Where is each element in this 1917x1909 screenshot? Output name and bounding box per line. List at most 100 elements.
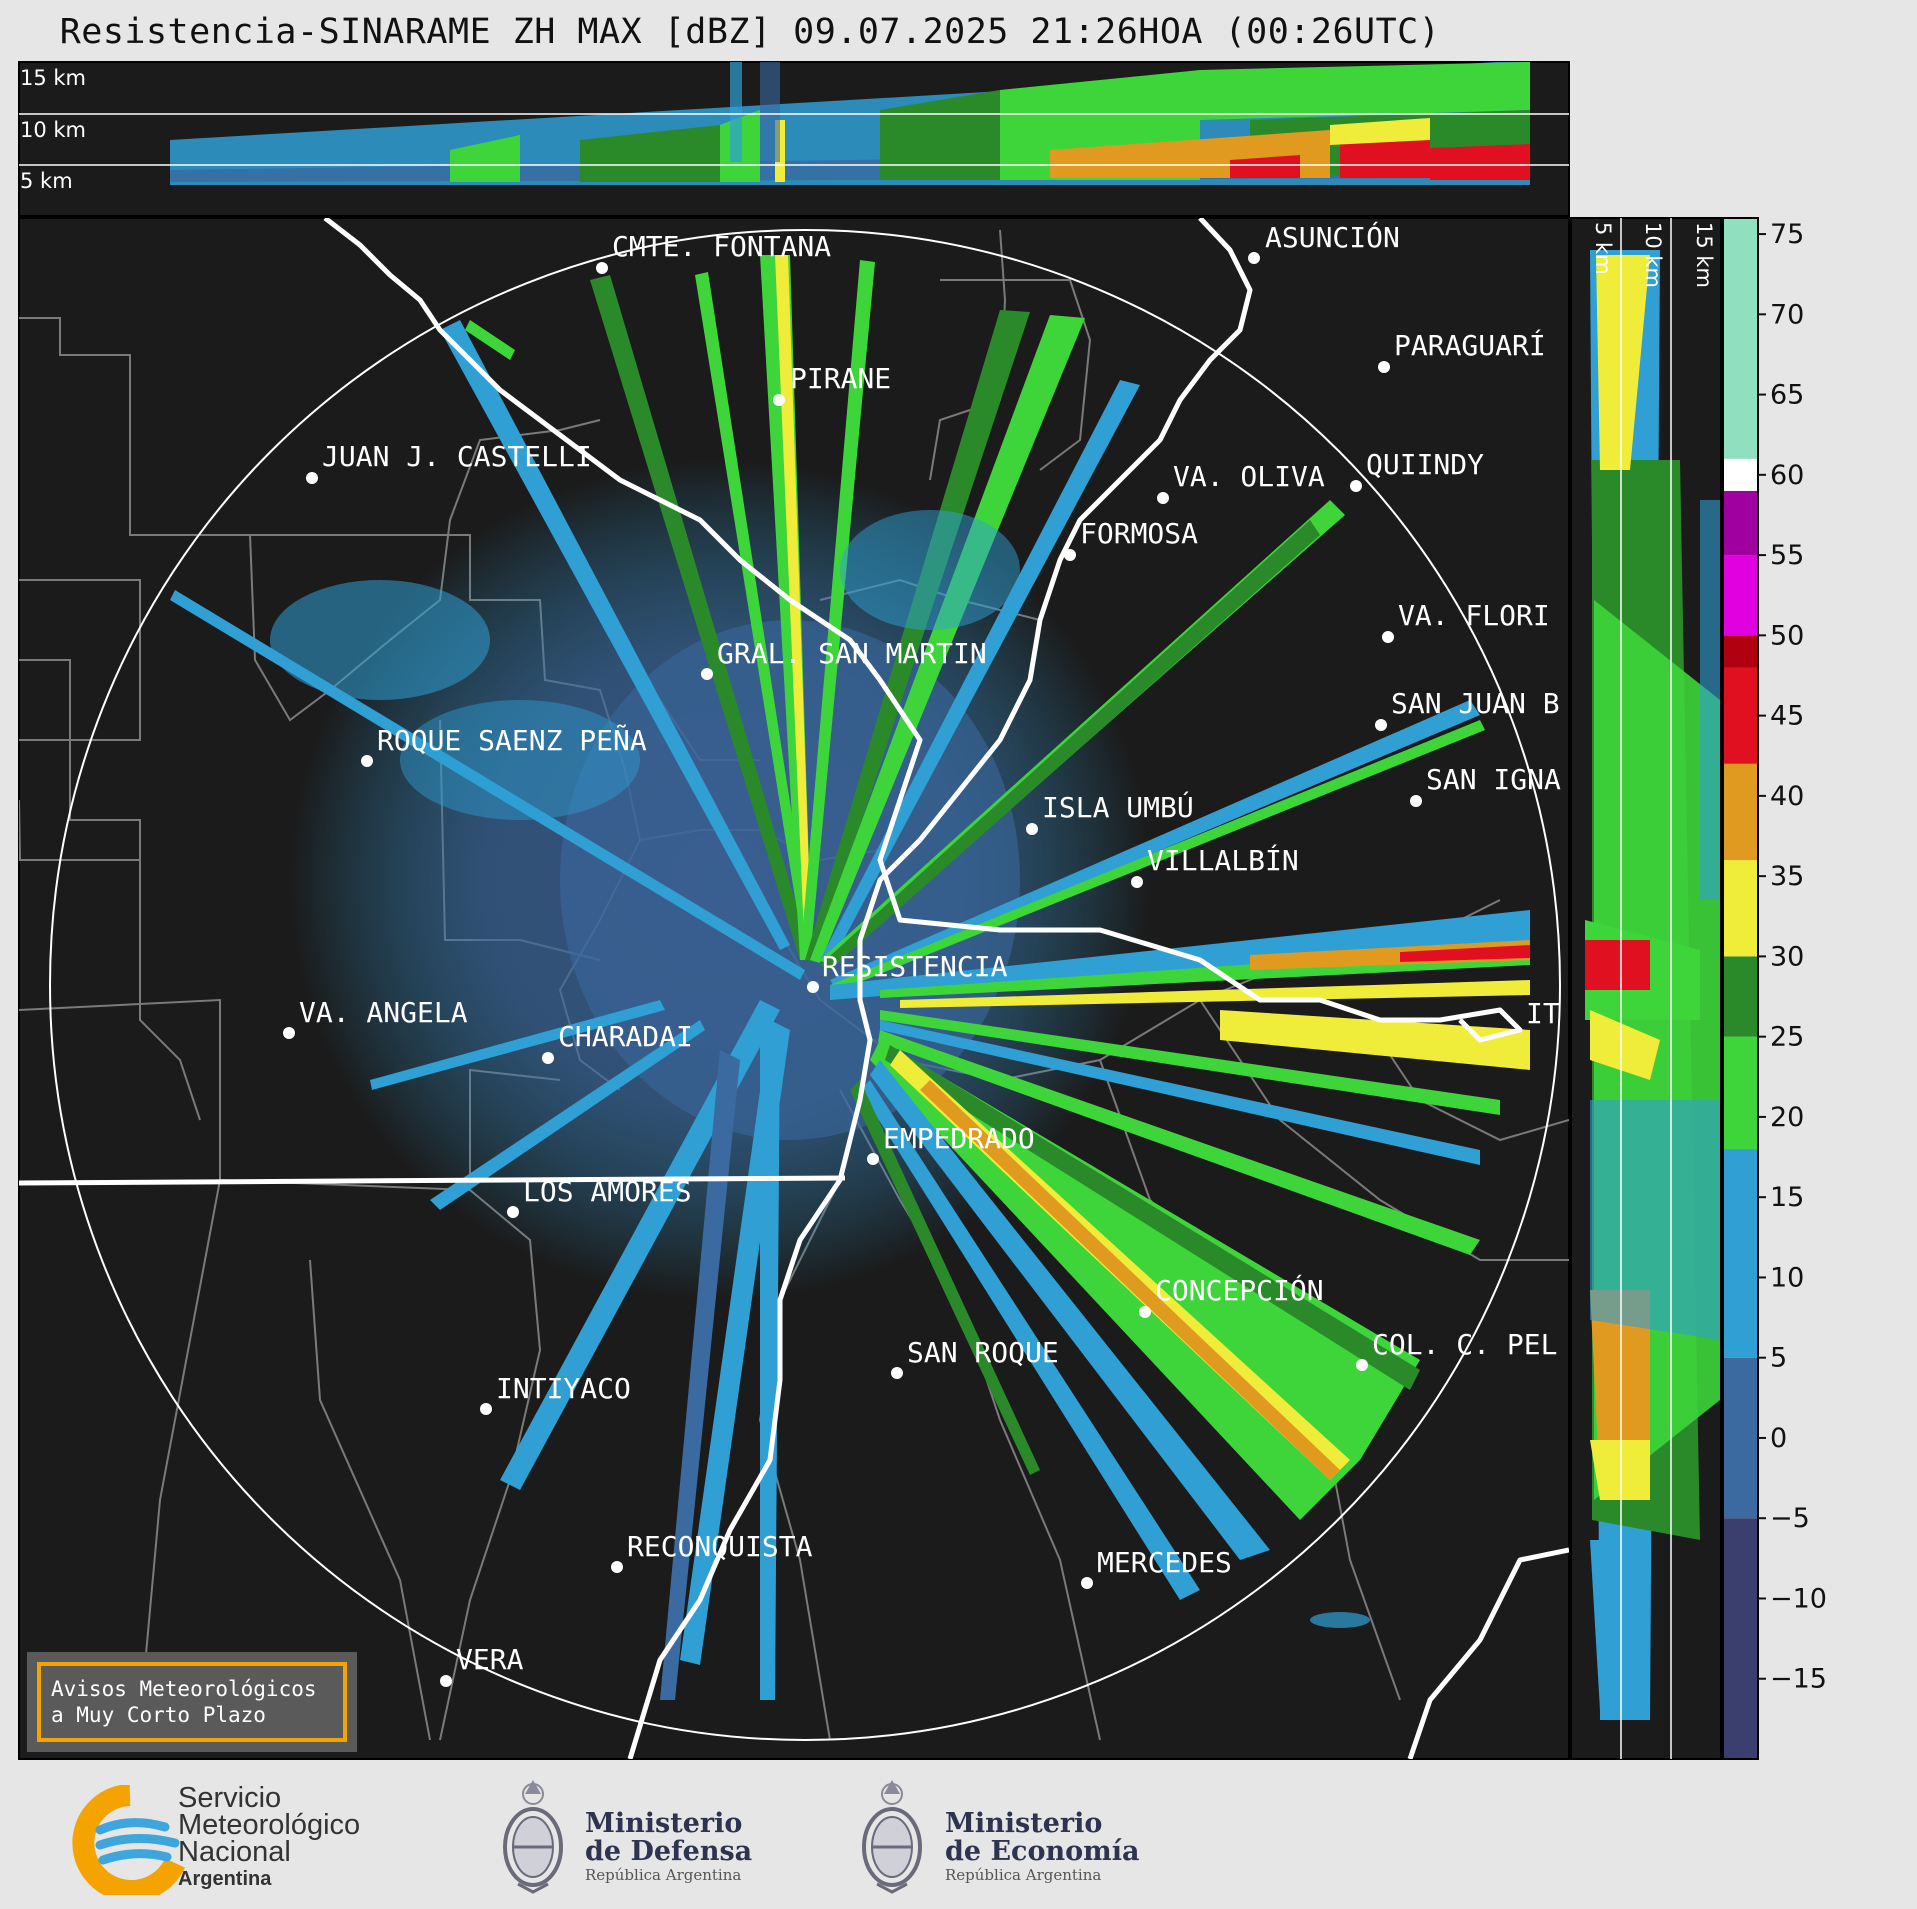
city-mercedes: MERCEDES [1081, 1546, 1232, 1589]
economia-text: Ministerio de Economía República Argenti… [945, 1808, 1139, 1885]
economia-line-1: Ministerio [945, 1808, 1103, 1839]
warning-line-1: Avisos Meteorológicos [51, 1677, 317, 1701]
smn-line-1: Servicio [178, 1782, 282, 1814]
city-resistencia: RESISTENCIA [807, 950, 1008, 993]
city-intiyaco: INTIYACO [480, 1372, 631, 1415]
city-isla-umbu: ISLA UMBÚ [1026, 790, 1194, 835]
colorbar-tick-label: 5 [1770, 1343, 1787, 1374]
city-villalbin: VILLALBÍN [1131, 843, 1299, 888]
city-san-ignacio: SAN IGNA [1410, 763, 1561, 807]
city-itati: IT [1526, 997, 1560, 1030]
colorbar-band-12 [1723, 218, 1758, 459]
colorbar-tick-label: 10 [1770, 1262, 1804, 1293]
defensa-line-2: de Defensa [585, 1836, 753, 1867]
colorbar-band-10 [1723, 490, 1758, 556]
page-title: Resistencia-SINARAME ZH MAX [dBZ] 09.07.… [59, 12, 1441, 52]
colorbar-band-1 [1723, 1357, 1758, 1519]
colorbar-tick-label: 75 [1770, 219, 1804, 250]
colorbar-tick-label: 50 [1770, 620, 1804, 651]
svg-text:GRAL. SAN MARTIN: GRAL. SAN MARTIN [717, 637, 987, 670]
colorbar-tick-label: 60 [1770, 460, 1804, 491]
svg-text:SAN JUAN B: SAN JUAN B [1391, 687, 1560, 720]
city-asuncion: ASUNCIÓN [1248, 220, 1400, 264]
svg-text:VILLALBÍN: VILLALBÍN [1147, 843, 1299, 877]
svg-text:CMTE. FONTANA: CMTE. FONTANA [612, 230, 831, 263]
colorbar-band-11 [1723, 458, 1758, 491]
warning-box: Avisos Meteorológicos a Muy Corto Plazo [27, 1652, 357, 1752]
colorbar-band-9 [1723, 555, 1758, 636]
svg-text:RECONQUISTA: RECONQUISTA [627, 1530, 813, 1563]
top-height-label-5km: 5 km [20, 169, 73, 193]
colorbar-band-8 [1723, 635, 1758, 668]
city-paraguari: PARAGUARÍ [1378, 328, 1546, 373]
colorbar-tick-label: 45 [1770, 701, 1804, 732]
city-gral-san-martin: GRAL. SAN MARTIN [701, 637, 987, 680]
colorbar-tick-label: 20 [1770, 1102, 1804, 1133]
colorbar-tick-label: 70 [1770, 299, 1804, 330]
city-los-amores: LOS AMORES [507, 1175, 692, 1218]
svg-text:RESISTENCIA: RESISTENCIA [822, 950, 1008, 983]
city-quiindy: QUIINDY [1350, 448, 1484, 492]
footer: Servicio Meteorológico Nacional Argentin… [0, 1760, 1917, 1909]
svg-text:ASUNCIÓN: ASUNCIÓN [1265, 220, 1400, 254]
radar-map: CMTE. FONTANA ASUNCIÓN PARAGUARÍ PIRANE … [18, 217, 1570, 1760]
colorbar-tick-label: 35 [1770, 861, 1804, 892]
city-cmte-fontana: CMTE. FONTANA [596, 230, 831, 274]
svg-text:CHARADAI: CHARADAI [558, 1020, 693, 1053]
colorbar-frame [1722, 217, 1759, 1760]
side-height-label-15km: 15 km [1692, 222, 1716, 288]
svg-text:INTIYACO: INTIYACO [496, 1372, 631, 1405]
city-col-c-pellegrini: COL. C. PEL [1356, 1328, 1557, 1371]
economia-line-3: República Argentina [945, 1866, 1102, 1884]
svg-text:MERCEDES: MERCEDES [1097, 1546, 1232, 1579]
city-va-florida: VA. FLORI [1382, 599, 1550, 643]
defensa-text: Ministerio de Defensa República Argentin… [585, 1810, 753, 1885]
radar-echoes [170, 255, 1530, 1700]
city-pirane: PIRANE [773, 362, 891, 406]
side-height-panel: 5 km 10 km 15 km [1570, 217, 1722, 1760]
top-height-label-10km: 10 km [20, 118, 86, 142]
city-formosa: FORMOSA [1064, 517, 1198, 561]
colorbar-tick-label: 0 [1770, 1423, 1787, 1454]
svg-text:VA. FLORI: VA. FLORI [1398, 599, 1550, 632]
svg-text:VERA: VERA [456, 1643, 524, 1676]
svg-text:PARAGUARÍ: PARAGUARÍ [1394, 328, 1546, 362]
smn-line-4: Argentina [178, 1868, 272, 1890]
city-va-oliva: VA. OLIVA [1157, 460, 1325, 504]
city-san-roque: SAN ROQUE [891, 1336, 1059, 1379]
svg-text:FORMOSA: FORMOSA [1080, 517, 1198, 550]
svg-text:LOS AMORES: LOS AMORES [523, 1175, 692, 1208]
smn-line-2: Meteorológico [178, 1809, 361, 1841]
colorbar-tick-label: −15 [1770, 1664, 1827, 1695]
defensa-crest-icon [503, 1780, 563, 1894]
svg-text:JUAN J. CASTELLI: JUAN J. CASTELLI [322, 440, 592, 473]
svg-text:EMPEDRADO: EMPEDRADO [883, 1122, 1035, 1155]
colorbar-band-4 [1723, 956, 1758, 1037]
defensa-line-3: República Argentina [585, 1866, 742, 1884]
city-markers: CMTE. FONTANA ASUNCIÓN PARAGUARÍ PIRANE … [283, 220, 1561, 1687]
colorbar-band-6 [1723, 763, 1758, 861]
svg-text:QUIINDY: QUIINDY [1366, 448, 1484, 481]
colorbar-tick-label: 40 [1770, 781, 1804, 812]
city-va-angela: VA. ANGELA [283, 996, 468, 1039]
svg-text:ISLA UMBÚ: ISLA UMBÚ [1042, 790, 1194, 824]
city-concepcion: CONCEPCIÓN [1139, 1273, 1324, 1318]
svg-text:SAN IGNA: SAN IGNA [1426, 763, 1561, 796]
svg-text:ROQUE SAENZ PEÑA: ROQUE SAENZ PEÑA [377, 723, 647, 757]
warning-box-inner: Avisos Meteorológicos a Muy Corto Plazo [37, 1662, 347, 1742]
colorbar-band-2 [1723, 1149, 1758, 1358]
city-vera: VERA [440, 1643, 524, 1687]
side-height-label-10km: 10 km [1641, 222, 1665, 288]
colorbar-bands [1723, 218, 1758, 1759]
city-charadai: CHARADAI [542, 1020, 693, 1064]
warning-line-2: a Muy Corto Plazo [51, 1703, 266, 1727]
colorbar-tick-label: 15 [1770, 1182, 1804, 1213]
top-height-panel: 15 km 10 km 5 km [18, 61, 1570, 217]
range-ring [49, 229, 1561, 1741]
top-height-label-15km: 15 km [20, 66, 86, 90]
economia-crest-icon [862, 1780, 922, 1894]
colorbar-band-7 [1723, 667, 1758, 764]
